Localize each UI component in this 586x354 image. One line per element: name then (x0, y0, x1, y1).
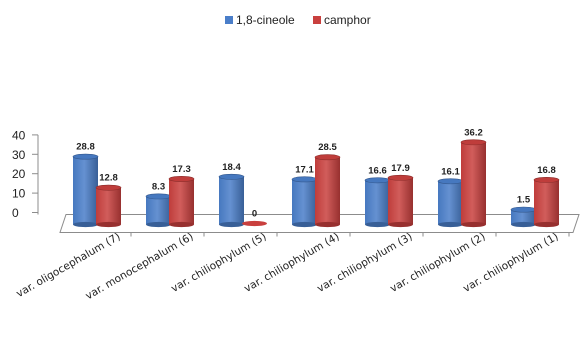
bar-body (292, 179, 317, 225)
bar-top (460, 139, 487, 146)
bar-top (387, 174, 414, 181)
bar-1-1 (168, 176, 195, 228)
legend-label: 1,8-cineole (236, 13, 295, 27)
bar-body (461, 142, 486, 225)
bar-top (437, 178, 464, 185)
data-label: 16.6 (368, 165, 387, 176)
data-label: 17.1 (295, 164, 314, 175)
bar-top (168, 176, 195, 182)
bar-top (145, 193, 172, 200)
y-tick-label: 10 (12, 187, 26, 201)
bar-base (365, 221, 390, 228)
bar-0-0 (72, 153, 99, 228)
bar-base (511, 221, 536, 228)
bar-base (315, 221, 340, 228)
bar-5-0 (437, 178, 464, 228)
bar-6-0 (510, 206, 537, 228)
bar-base (146, 221, 171, 228)
bar-body (534, 179, 559, 225)
bar-top (218, 173, 245, 180)
bar-zero-disc (242, 220, 267, 227)
data-labels: 28.8 12.8 8.3 17.3 18.4 0 17.1 28.5 16.6 17.9 16.1… (76, 127, 556, 219)
bar-body (219, 176, 244, 225)
y-tick-label: 40 (12, 128, 26, 142)
data-label: 17.9 (391, 163, 410, 174)
bar-base (169, 221, 194, 228)
bar-base (438, 221, 463, 228)
bar-body (73, 156, 98, 225)
data-label: 1.5 (517, 195, 531, 206)
bar-body (365, 180, 390, 225)
bar-series (72, 139, 560, 228)
bar-base (461, 221, 486, 228)
bar-4-1 (387, 174, 414, 228)
bar-body (169, 178, 194, 225)
bar-base (388, 221, 413, 228)
bar-body (511, 209, 536, 225)
bar-5-1 (460, 139, 487, 228)
bar-3-0 (291, 176, 318, 228)
bar-1-0 (145, 193, 172, 228)
bar-base (292, 221, 317, 228)
data-label: 8.3 (152, 181, 165, 192)
data-label: 16.8 (537, 165, 556, 176)
bar-body (315, 157, 340, 225)
bar-body (438, 181, 463, 225)
bar-base (534, 221, 559, 228)
y-axis: 0 10 20 30 40 (12, 128, 39, 220)
x-axis: var. oligocephalum (7)var. monocephalum … (14, 231, 570, 302)
bar-body (388, 177, 413, 225)
data-label: 17.3 (172, 164, 191, 175)
bar-0-1 (95, 184, 122, 228)
bar-2-0 (218, 173, 245, 228)
data-label: 36.2 (464, 127, 483, 138)
bar-body (96, 187, 121, 225)
bar-3-1 (314, 154, 341, 228)
y-tick-label: 0 (12, 206, 19, 220)
data-label: 12.8 (99, 173, 118, 184)
data-label: 28.5 (318, 142, 337, 153)
bar-top (72, 153, 99, 160)
bar-base (96, 221, 121, 228)
data-label: 16.1 (441, 166, 460, 177)
legend: 1,8-cineole camphor (225, 13, 371, 27)
y-tick-label: 30 (12, 148, 26, 162)
legend-label: camphor (324, 13, 371, 27)
bar-top (314, 154, 341, 161)
bar-top (533, 177, 560, 183)
bar-4-0 (364, 177, 391, 228)
data-label: 0 (252, 209, 257, 220)
legend-swatch (313, 16, 321, 24)
bar-top (291, 176, 318, 183)
bar-body (146, 196, 171, 225)
bar-top (364, 177, 391, 184)
bar-base (73, 221, 98, 228)
data-label: 28.8 (76, 142, 95, 153)
bar-top (95, 184, 122, 191)
bar-base (219, 221, 244, 228)
bar-6-1 (533, 177, 560, 228)
y-tick-label: 20 (12, 167, 26, 181)
bar-top (510, 206, 537, 213)
bar-2-1 (242, 220, 267, 227)
data-label: 18.4 (222, 162, 241, 173)
legend-swatch (225, 16, 233, 24)
